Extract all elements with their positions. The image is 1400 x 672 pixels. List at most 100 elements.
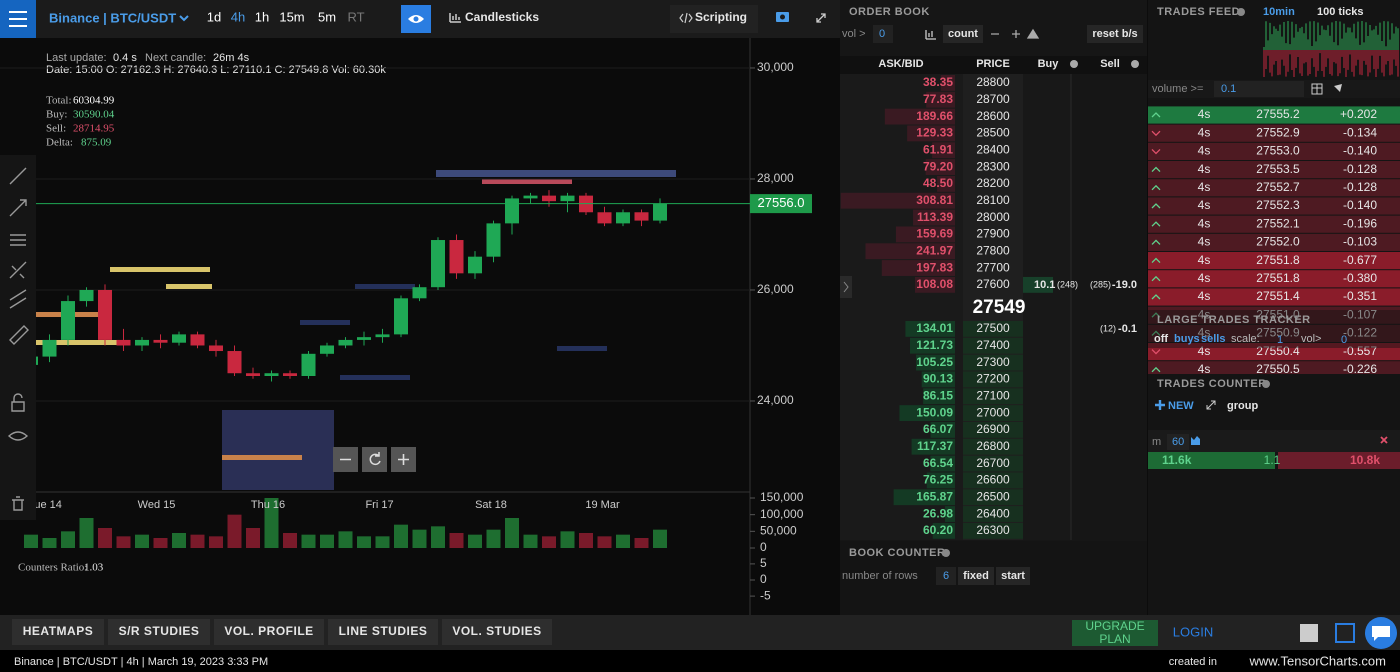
bid-size: 121.73 — [916, 338, 953, 352]
tab[interactable] — [108, 619, 210, 645]
rows-input[interactable] — [936, 567, 956, 585]
close-icon[interactable] — [1380, 436, 1388, 444]
trade-time: 4s — [1198, 289, 1211, 303]
volume-input[interactable] — [1214, 81, 1304, 97]
site[interactable]: www.TensorCharts.com — [1248, 653, 1386, 668]
ask-size: 79.20 — [923, 159, 953, 173]
ask-depth — [937, 175, 955, 192]
reset[interactable]: reset b/s — [1092, 28, 1137, 40]
scale[interactable]: 1 — [1277, 334, 1283, 346]
upgrade-line[interactable]: PLAN — [1099, 632, 1130, 646]
ask-size: 159.69 — [916, 227, 953, 241]
chart-type[interactable]: Candlesticks — [465, 10, 539, 24]
ask-depth — [932, 142, 955, 159]
trade-row — [1148, 161, 1400, 179]
tool-ruler[interactable] — [9, 325, 29, 345]
info-icon — [1237, 8, 1245, 16]
vol-input[interactable] — [873, 25, 893, 43]
tab[interactable] — [12, 619, 104, 645]
login[interactable]: LOGIN — [1173, 624, 1213, 639]
tool-channel[interactable] — [9, 289, 27, 309]
start[interactable]: start — [1001, 570, 1025, 582]
count[interactable]: count — [948, 28, 978, 40]
tool-ray[interactable] — [9, 199, 27, 217]
timeframe[interactable]: 5m — [318, 9, 336, 24]
start-button[interactable] — [996, 567, 1030, 585]
counter-sells: 10.8k — [1350, 453, 1380, 467]
volume-tick-label: 50,000 — [760, 524, 797, 538]
volume-bar — [79, 518, 94, 548]
price-level: 26300 — [976, 523, 1010, 537]
tool-trash[interactable] — [12, 496, 24, 511]
tab-label[interactable]: LINE STUDIES — [339, 624, 428, 638]
upgrade-button[interactable] — [1072, 620, 1158, 646]
upgrade-line[interactable]: UPGRADE — [1085, 619, 1144, 633]
tool-fib[interactable] — [9, 261, 27, 279]
tool-line[interactable] — [9, 167, 27, 185]
minutes[interactable]: 60 — [1172, 436, 1184, 448]
tool-hlines[interactable] — [10, 234, 26, 246]
volume-tick-label: 100,000 — [760, 507, 804, 521]
volume-bar — [653, 529, 667, 548]
fixed[interactable]: fixed — [963, 570, 989, 582]
expand-icon[interactable] — [1206, 400, 1216, 410]
expand-icon[interactable] — [816, 13, 826, 23]
zoom-reset[interactable] — [362, 447, 387, 472]
price-level: 27900 — [976, 227, 1010, 241]
tab-label[interactable]: HEATMAPS — [23, 624, 93, 638]
reset-button[interactable] — [1087, 25, 1143, 43]
tab[interactable] — [328, 619, 438, 645]
symbol[interactable]: Binance | BTC/USDT — [49, 10, 176, 25]
table-icon[interactable] — [1311, 83, 1323, 95]
bid-size: 26.98 — [923, 506, 953, 520]
theme-dark[interactable] — [1335, 623, 1355, 643]
tab-label[interactable]: VOL. STUDIES — [452, 624, 541, 638]
bid-size: 90.13 — [923, 372, 953, 386]
tick-arrow — [1151, 184, 1161, 191]
rows[interactable]: 6 — [943, 570, 949, 582]
timeframe[interactable]: RT — [347, 9, 364, 24]
group[interactable]: group — [1227, 400, 1258, 412]
tool-lock[interactable] — [11, 393, 25, 412]
tracker-sells[interactable]: sells — [1201, 333, 1225, 345]
trade-time: 4s — [1198, 253, 1211, 267]
tracker-vol[interactable]: 0 — [1341, 334, 1347, 346]
tab[interactable] — [442, 619, 552, 645]
fixed-button[interactable] — [958, 567, 994, 585]
bid-size: 134.01 — [916, 321, 953, 335]
tracker-buys[interactable]: buys — [1174, 333, 1200, 345]
count-button[interactable] — [943, 25, 983, 43]
scripting[interactable]: Scripting — [695, 10, 747, 24]
ratio-tick-label: 5 — [760, 556, 767, 570]
timeframe[interactable]: 1d — [207, 9, 221, 24]
tab-label[interactable]: S/R STUDIES — [119, 624, 200, 638]
heat — [557, 346, 607, 351]
stat-value: 875.09 — [81, 137, 112, 149]
tab[interactable] — [214, 619, 324, 645]
volume[interactable]: 0.1 — [1221, 83, 1236, 95]
window[interactable]: 10min — [1263, 6, 1295, 18]
chart-icon — [1191, 436, 1200, 445]
volume-bar — [61, 531, 75, 548]
tab-label[interactable]: VOL. PROFILE — [224, 624, 313, 638]
flow: (248) — [1057, 279, 1078, 289]
timeframe[interactable]: 1h — [255, 9, 269, 24]
feed-rows: 4s 27555.2 +0.202 4s 27552.9 -0.134 4s 27553.0 -… — [1148, 106, 1400, 379]
arrow-icon[interactable] — [1334, 84, 1342, 92]
ticks[interactable]: 100 ticks — [1317, 6, 1363, 18]
tool-eye[interactable] — [7, 431, 29, 441]
candle-body — [560, 195, 575, 202]
theme-light[interactable] — [1300, 624, 1318, 642]
tick-arrow — [1151, 112, 1161, 118]
tracker-off[interactable]: off — [1154, 333, 1168, 345]
vol[interactable]: 0 — [879, 28, 885, 40]
scripting-button[interactable] — [670, 5, 758, 33]
minutes-input[interactable] — [1167, 434, 1189, 450]
timeframe[interactable]: 15m — [279, 9, 304, 24]
last-update-label: Last update: — [46, 52, 107, 64]
price-level: 28700 — [976, 92, 1010, 106]
timeframe[interactable]: 4h — [231, 9, 245, 24]
book-controls[interactable] — [991, 28, 1040, 39]
scroll-left[interactable] — [840, 276, 852, 298]
new[interactable]: NEW — [1168, 400, 1194, 412]
